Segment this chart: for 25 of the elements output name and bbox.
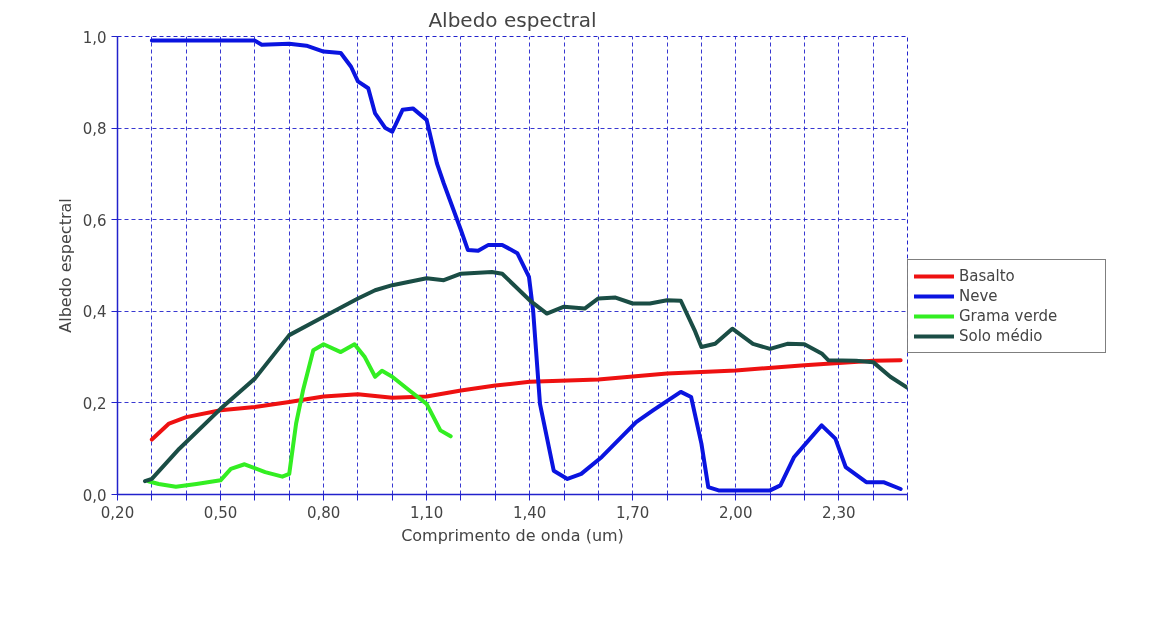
y-axis-title: Albedo espectral	[55, 198, 75, 333]
x-tick-label: 2,00	[719, 503, 753, 522]
y-tick-label: 0,4	[82, 303, 107, 322]
x-tick-label: 0,20	[100, 503, 135, 522]
y-tick-label: 0,2	[82, 394, 107, 413]
x-tick-label: 1,40	[512, 503, 547, 522]
y-tick-label: 0,8	[82, 120, 107, 139]
y-tick-label: 0,0	[82, 486, 107, 505]
y-tick-label: 1,0	[82, 28, 107, 47]
legend-label: Grama verde	[959, 307, 1059, 325]
x-axis-title: Comprimento de onda (um)	[401, 525, 624, 545]
line-series	[149, 38, 903, 493]
line-series	[149, 358, 903, 442]
x-tick-label: 2,30	[822, 503, 856, 522]
y-tick-label: 0,6	[82, 211, 107, 230]
line-series	[142, 269, 908, 484]
x-tick-label: 0,80	[306, 503, 341, 522]
legend-label: Solo médio	[959, 327, 1044, 345]
line-series	[146, 342, 453, 489]
legend-label: Neve	[959, 287, 999, 305]
x-tick-label: 1,10	[409, 503, 444, 522]
legend-label: Basalto	[959, 267, 1016, 285]
chart-title: Albedo espectral	[428, 7, 597, 32]
x-tick-label: 1,70	[616, 503, 650, 522]
x-tick-label: 0,50	[203, 503, 238, 522]
